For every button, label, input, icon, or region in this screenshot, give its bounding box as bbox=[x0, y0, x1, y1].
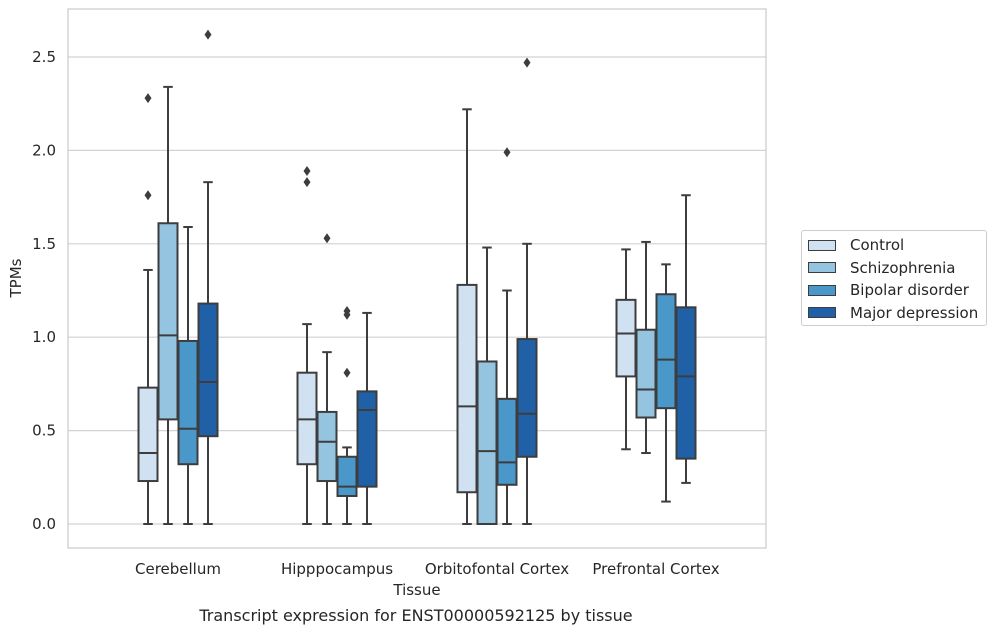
box-iqr bbox=[476, 360, 498, 526]
box-major-depression bbox=[675, 194, 697, 484]
box-iqr bbox=[496, 397, 518, 486]
legend-label: Bipolar disorder bbox=[850, 281, 969, 299]
box-iqr bbox=[316, 410, 338, 483]
x-tick-label: Orbitofontal Cortex bbox=[425, 560, 569, 578]
figure-caption: Transcript expression for ENST0000059212… bbox=[199, 606, 633, 625]
box-iqr bbox=[516, 338, 538, 458]
outlier-point bbox=[323, 233, 331, 244]
y-axis-label: TPMs bbox=[7, 258, 25, 298]
box-bipolar-disorder bbox=[336, 306, 358, 525]
legend-swatch bbox=[808, 284, 836, 296]
legend-item: Control bbox=[808, 235, 904, 255]
boxes-layer bbox=[137, 29, 697, 526]
box-schizophrenia bbox=[157, 85, 179, 525]
box-bipolar-disorder bbox=[496, 147, 518, 525]
y-tick-label: 1.5 bbox=[32, 235, 56, 253]
box-iqr bbox=[336, 455, 358, 497]
legend-label: Major depression bbox=[850, 303, 979, 322]
y-tick-label: 2.5 bbox=[32, 48, 56, 66]
plot-frame bbox=[67, 8, 767, 549]
legend-label: Control bbox=[850, 236, 905, 254]
box-schizophrenia bbox=[316, 233, 338, 525]
outlier-point bbox=[204, 29, 212, 40]
box-major-depression bbox=[516, 57, 538, 525]
x-tick-label: Hipppocampus bbox=[281, 560, 393, 578]
box-control bbox=[615, 248, 637, 451]
box-iqr bbox=[675, 306, 697, 460]
legend: Control Schizophrenia Bipolar disorder Majo… bbox=[801, 230, 987, 326]
outlier-point bbox=[503, 147, 511, 158]
outlier-point bbox=[144, 93, 152, 104]
y-tick-labels: 0.0 0.5 1.0 1.5 2.0 2.5 bbox=[32, 48, 56, 533]
x-tick-label: Cerebellum bbox=[135, 560, 221, 578]
box-control bbox=[296, 165, 318, 525]
box-schizophrenia bbox=[635, 240, 657, 455]
legend-swatch bbox=[808, 307, 836, 318]
box-control bbox=[137, 93, 159, 525]
outlier-point bbox=[343, 367, 351, 378]
box-major-depression bbox=[197, 29, 219, 525]
legend-item: Major depression bbox=[808, 303, 978, 323]
y-tick-label: 2.0 bbox=[32, 141, 56, 159]
box-iqr bbox=[137, 386, 159, 483]
box-iqr bbox=[615, 298, 637, 378]
box-control bbox=[456, 108, 478, 525]
box-iqr bbox=[356, 390, 378, 488]
y-tick-label: 0.5 bbox=[32, 422, 56, 440]
outlier-point bbox=[303, 177, 311, 188]
legend-item: Schizophrenia bbox=[808, 258, 955, 278]
outlier-point bbox=[523, 57, 531, 68]
box-bipolar-disorder bbox=[177, 225, 199, 525]
box-iqr bbox=[177, 339, 199, 466]
y-tick-label: 1.0 bbox=[32, 328, 56, 346]
x-tick-labels: Cerebellum Hipppocampus Orbitofontal Corte… bbox=[135, 560, 720, 578]
x-axis-label: Tissue bbox=[392, 581, 440, 599]
legend-label: Schizophrenia bbox=[850, 258, 956, 277]
box-iqr bbox=[157, 222, 179, 421]
legend-item: Bipolar disorder bbox=[808, 280, 969, 300]
box-iqr bbox=[197, 302, 219, 438]
box-iqr bbox=[655, 293, 677, 410]
outlier-point bbox=[144, 190, 152, 201]
y-tick-label: 0.0 bbox=[32, 515, 56, 533]
legend-swatch bbox=[808, 262, 836, 273]
box-bipolar-disorder bbox=[655, 263, 677, 503]
box-major-depression bbox=[356, 311, 378, 525]
box-iqr bbox=[456, 283, 478, 494]
box-iqr bbox=[635, 328, 657, 419]
outlier-point bbox=[343, 306, 351, 317]
legend-swatch bbox=[808, 239, 836, 251]
box-schizophrenia bbox=[476, 246, 498, 526]
outlier-point bbox=[303, 165, 311, 176]
x-tick-label: Prefrontal Cortex bbox=[592, 560, 719, 578]
